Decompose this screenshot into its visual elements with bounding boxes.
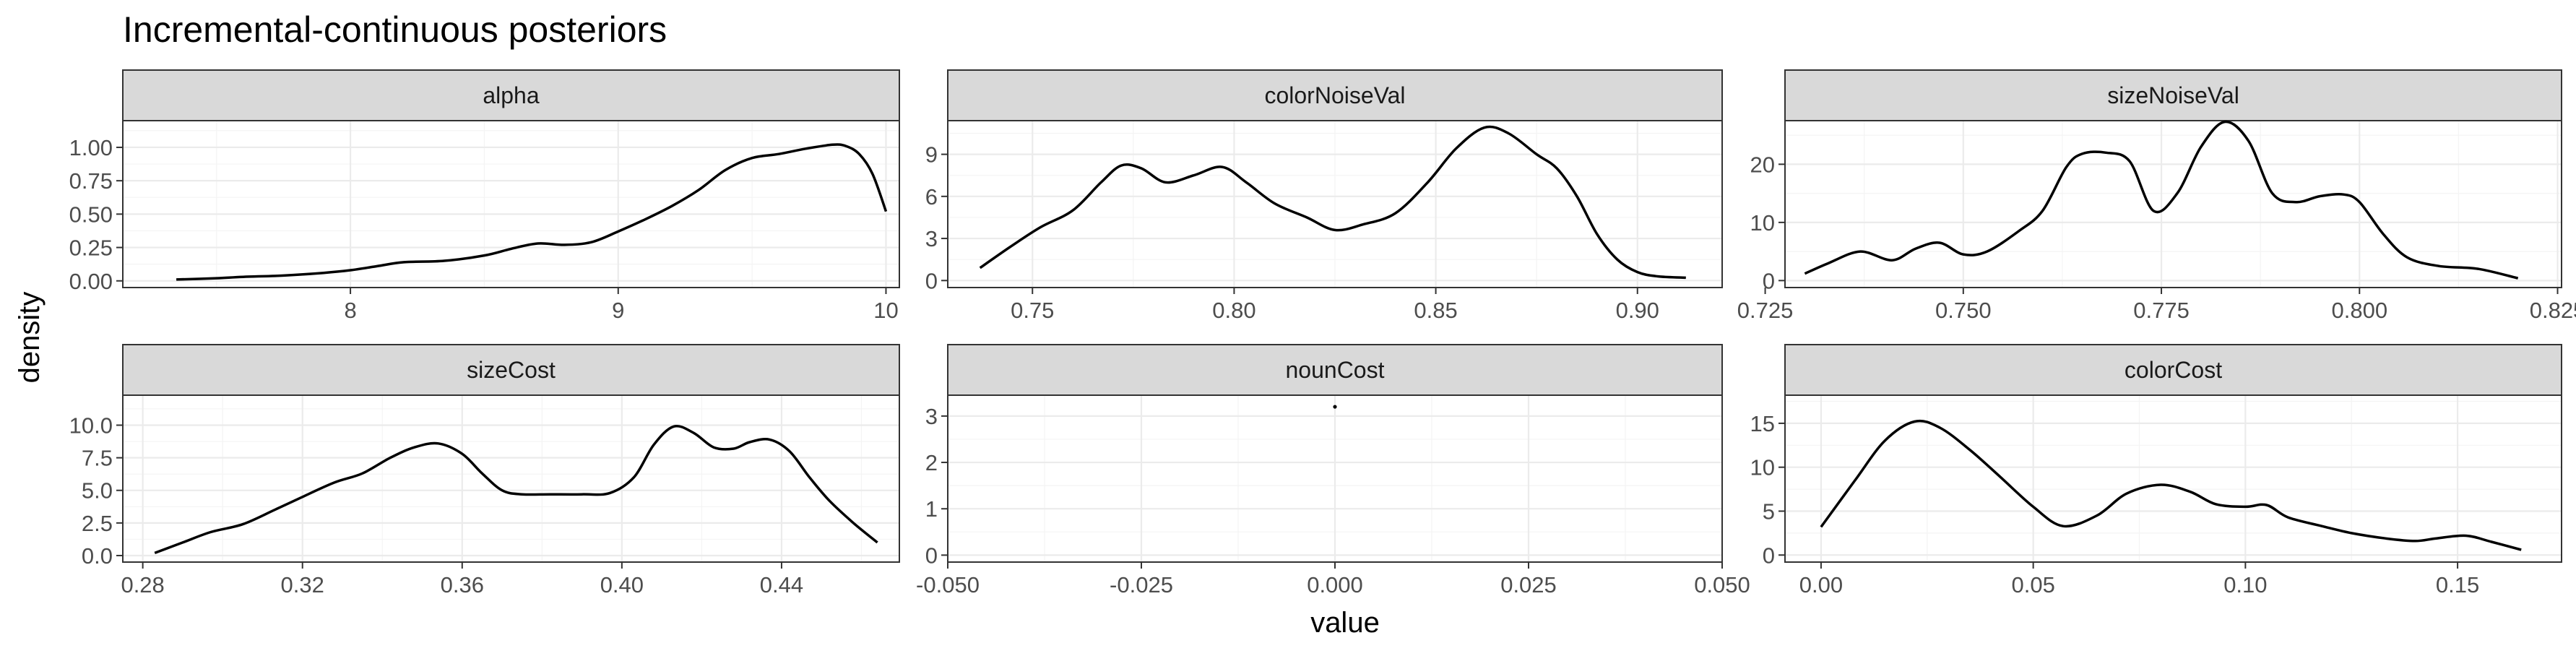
y-tick-label: 5.0 (82, 478, 113, 504)
y-tick-label: 1 (925, 496, 938, 522)
density-line (176, 143, 888, 281)
panel-border (122, 394, 900, 563)
x-tick-label: -0.025 (1110, 572, 1173, 597)
y-tick-label: 3 (925, 226, 938, 251)
density-point (1333, 405, 1337, 409)
y-axis-title: density (14, 292, 46, 384)
density-line (1820, 419, 2522, 551)
facet-panel: nounCost -0.050 -0.025 0.000 0.025 0.050 0 1 2 3 (916, 344, 1750, 597)
x-tick-label: 0.75 (1011, 298, 1054, 323)
y-tick-label: 2.5 (82, 511, 113, 536)
x-tick-label: 0.775 (2133, 298, 2190, 323)
y-tick-label: 7.5 (82, 446, 113, 471)
chart-title: Incremental-continuous posteriors (123, 9, 667, 50)
density-line (154, 424, 878, 555)
x-tick-label: 10 (873, 298, 898, 323)
facet-panel: sizeCost 0.28 0.32 0.36 0.40 0.44 0.0 2.5 5.0 7.5… (69, 344, 900, 597)
y-tick-label: 20 (1750, 152, 1775, 177)
facet-strip-label: nounCost (1286, 357, 1385, 383)
x-tick-label: 0.32 (281, 572, 324, 597)
y-tick-label: 3 (925, 404, 938, 429)
x-tick-label: -0.050 (916, 572, 980, 597)
facet-strip (947, 344, 1723, 396)
x-tick-label: 0.80 (1212, 298, 1255, 323)
y-tick-label: 0.50 (69, 202, 113, 227)
x-tick-label: 0.05 (2011, 572, 2054, 597)
y-tick-label: 0 (925, 543, 938, 568)
y-tick-label: 9 (925, 142, 938, 168)
facet-strip (122, 344, 900, 396)
density-line (979, 125, 1686, 280)
y-tick-label: 5 (1763, 499, 1775, 524)
facet-panel: colorNoiseVal 0.75 0.80 0.85 0.90 0 3 6 9 (925, 69, 1723, 323)
y-tick-label: 10 (1750, 210, 1775, 236)
x-tick-label: 0.00 (1799, 572, 1843, 597)
facet-strip (947, 69, 1723, 121)
facet-panel: colorCost 0.00 0.05 0.10 0.15 0 5 10 15 (1750, 344, 2562, 597)
y-tick-label: 2 (925, 450, 938, 475)
y-tick-label: 6 (925, 184, 938, 210)
gridlines (946, 395, 1724, 562)
panel-background (122, 394, 900, 563)
y-tick-label: 0.00 (69, 269, 113, 294)
gridlines (948, 121, 1722, 288)
y-tick-label: 0 (925, 268, 938, 293)
panel-background (1784, 120, 2562, 288)
y-tick-label: 10 (1750, 455, 1775, 480)
panel-border (947, 394, 1723, 563)
panel-border (1784, 394, 2562, 563)
facet-panel: sizeNoiseVal 0.725 0.750 0.775 0.800 0.825 0 10… (1737, 69, 2576, 323)
y-tick-label: 0 (1763, 543, 1775, 568)
y-tick-label: 0 (1763, 268, 1775, 293)
facet-strip-label: colorNoiseVal (1264, 82, 1405, 108)
gridlines (1785, 121, 2562, 288)
panel-border (947, 120, 1723, 288)
y-tick-label: 0.75 (69, 168, 113, 194)
x-tick-label: 0.050 (1694, 572, 1750, 597)
x-tick-label: 0.36 (441, 572, 484, 597)
y-tick-label: 0.0 (82, 543, 113, 569)
x-tick-label: 0.725 (1737, 298, 1794, 323)
x-tick-label: 0.40 (600, 572, 644, 597)
x-tick-label: 0.025 (1500, 572, 1557, 597)
x-tick-label: 0.10 (2223, 572, 2267, 597)
x-tick-label: 0.000 (1307, 572, 1363, 597)
x-tick-label: 0.825 (2530, 298, 2576, 323)
x-tick-label: 0.90 (1616, 298, 1659, 323)
facet-strip (1784, 69, 2562, 121)
panel-border (1784, 120, 2562, 288)
density-line (1804, 120, 2519, 280)
facet-strip (122, 69, 900, 121)
x-axis-title: value (1310, 607, 1380, 639)
y-tick-label: 0.25 (69, 236, 113, 261)
x-tick-label: 0.15 (2436, 572, 2479, 597)
facet-strip-label: sizeNoiseVal (2107, 82, 2239, 108)
x-tick-label: 8 (344, 298, 356, 323)
facet-strip-label: colorCost (2125, 357, 2222, 383)
gridlines (123, 395, 899, 562)
facet-panel: alpha 8 9 10 0.00 0.25 0.50 0.75 1.00 (69, 69, 900, 323)
facet-strip-label: alpha (483, 82, 540, 108)
y-tick-label: 15 (1750, 411, 1775, 436)
x-tick-label: 0.28 (121, 572, 164, 597)
y-tick-label: 10.0 (69, 413, 113, 439)
gridlines (123, 121, 899, 288)
y-tick-label: 1.00 (69, 135, 113, 160)
panel-background (122, 120, 900, 288)
x-tick-label: 0.800 (2331, 298, 2387, 323)
x-tick-label: 0.85 (1414, 298, 1457, 323)
x-tick-label: 0.44 (760, 572, 803, 597)
x-tick-label: 0.750 (1935, 298, 1992, 323)
panel-border (122, 120, 900, 288)
facet-strip-label: sizeCost (467, 357, 556, 383)
x-tick-label: 9 (612, 298, 624, 323)
gridlines (1785, 395, 2562, 562)
